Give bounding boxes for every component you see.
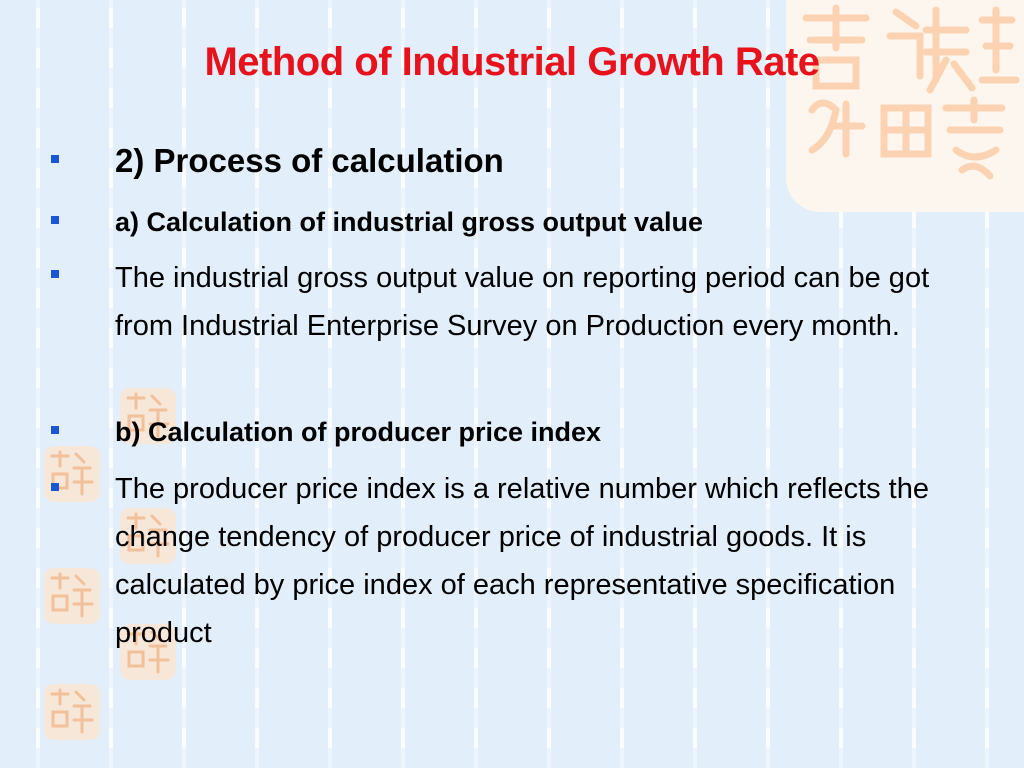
seal-stamp-small	[44, 568, 100, 624]
chinese-seal-stamp-icon	[802, 4, 1020, 180]
bullet-text: 2) Process of calculation	[115, 142, 504, 179]
chinese-seal-stamp-icon	[126, 392, 170, 438]
chinese-seal-stamp-icon	[50, 572, 94, 618]
slide-title: Method of Industrial Growth Rate	[204, 40, 820, 84]
bullet-text: The industrial gross output value on rep…	[115, 262, 930, 342]
seal-stamp-small	[120, 624, 176, 680]
seal-stamp-small	[120, 388, 176, 444]
bullet-square-icon	[51, 270, 59, 278]
chinese-seal-stamp-icon	[126, 512, 170, 558]
seal-stamp-small	[44, 446, 100, 502]
bullet-text: b) Calculation of producer price index	[115, 417, 602, 447]
seal-stamp-large	[786, 0, 1024, 212]
bullet-text: a) Calculation of industrial gross outpu…	[115, 207, 704, 237]
bullet-square-icon	[51, 216, 59, 224]
chinese-seal-stamp-icon	[50, 450, 94, 496]
bullet-square-icon	[51, 426, 59, 434]
bullet-square-icon	[51, 483, 59, 491]
seal-stamp-small	[44, 684, 100, 740]
chinese-seal-stamp-icon	[126, 628, 170, 674]
seal-stamp-small	[120, 508, 176, 564]
chinese-seal-stamp-icon	[50, 688, 94, 734]
bullet-square-icon	[51, 155, 59, 163]
bullet-text: The producer price index is a relative n…	[115, 473, 929, 649]
